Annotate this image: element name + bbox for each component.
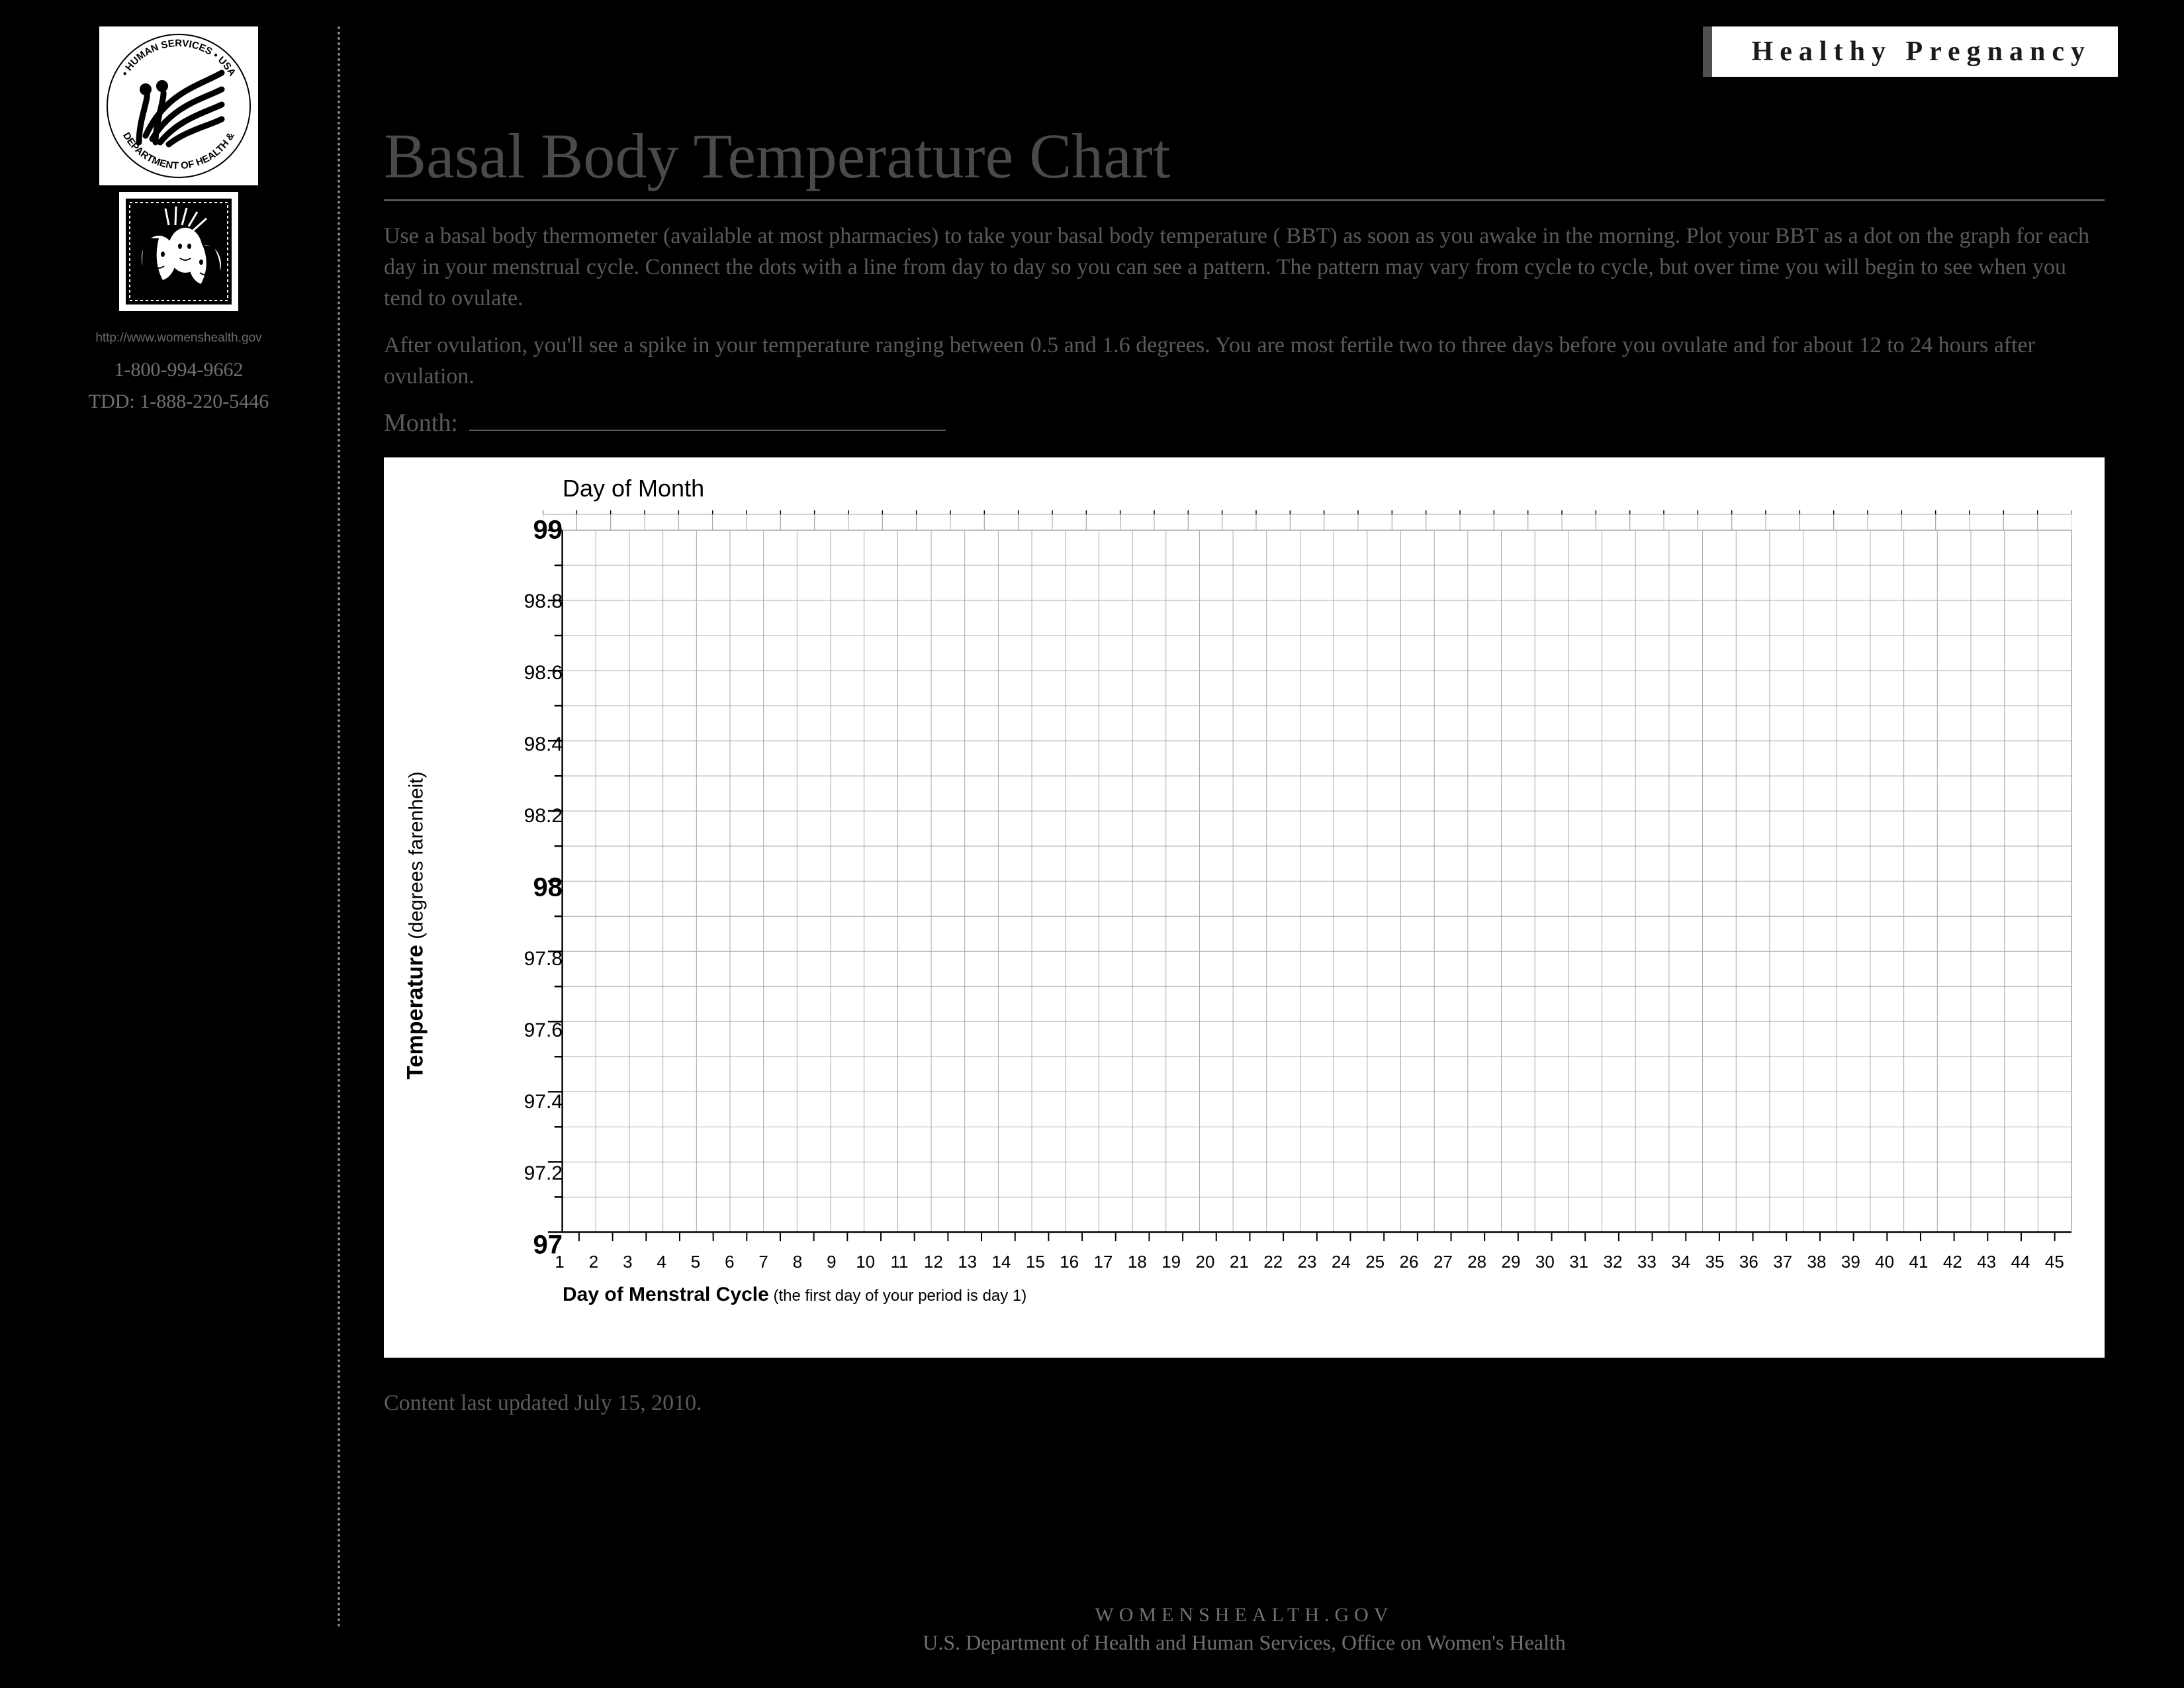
footer: WOMENSHEALTH.GOV U.S. Department of Heal… [384,1604,2105,1655]
x-tick-label: 36 [1739,1252,1758,1272]
x-tick-label: 27 [1433,1252,1453,1272]
womens-health-logo [119,192,238,311]
x-tick-label: 9 [827,1252,836,1272]
chart-top-axis-label: Day of Month [563,475,704,502]
x-tick-label: 6 [725,1252,734,1272]
x-tick-label: 13 [958,1252,977,1272]
x-tick-label: 41 [1909,1252,1929,1272]
x-tick-label: 14 [992,1252,1011,1272]
x-tick-label: 35 [1706,1252,1725,1272]
y-tick-label: 98.8 [503,590,563,613]
y-tick-label: 97.4 [503,1091,563,1113]
x-tick-label: 30 [1535,1252,1555,1272]
x-tick-label: 26 [1400,1252,1419,1272]
footer-dept: U.S. Department of Health and Human Serv… [384,1630,2105,1655]
x-tick-label: 8 [793,1252,802,1272]
y-tick-label: 98.4 [503,733,563,756]
sidebar-url: http://www.womenshealth.gov [40,331,318,346]
x-tick-label: 16 [1060,1252,1079,1272]
x-tick-label: 22 [1263,1252,1283,1272]
x-tick-label: 43 [1977,1252,1996,1272]
x-tick-label: 19 [1161,1252,1181,1272]
hhs-logo: • HUMAN SERVICES • USA DEPARTMENT OF HEA… [99,26,258,185]
page-title: Basal Body Temperature Chart [384,119,2105,201]
month-label: Month: [384,409,458,437]
header-badge-text: Healthy Pregnancy [1752,36,2091,67]
chart-grid[interactable] [543,530,2071,1245]
y-label-bold: Temperature [403,945,428,1079]
vertical-divider [338,26,340,1628]
x-tick-label: 25 [1365,1252,1385,1272]
last-updated: Content last updated July 15, 2010. [384,1391,2105,1416]
x-tick-label: 12 [924,1252,943,1272]
x-tick-label: 32 [1604,1252,1623,1272]
x-tick-label: 7 [758,1252,768,1272]
y-label-unit: (degrees farenheit) [406,771,428,945]
y-tick-label: 97 [503,1230,563,1260]
footer-site: WOMENSHEALTH.GOV [384,1604,2105,1626]
x-tick-label: 34 [1671,1252,1690,1272]
month-field-row: Month: [384,408,2105,438]
y-tick-label: 98.2 [503,805,563,827]
x-tick-label: 17 [1094,1252,1113,1272]
x-tick-label: 15 [1026,1252,1045,1272]
bbt-chart: Day of Month Temperature (degrees farenh… [384,457,2105,1358]
x-tick-label: 23 [1298,1252,1317,1272]
x-tick-label: 24 [1332,1252,1351,1272]
x-tick-label: 45 [2045,1252,2064,1272]
x-tick-label: 39 [1841,1252,1860,1272]
x-tick-label: 40 [1875,1252,1894,1272]
y-tick-label: 98 [503,872,563,902]
y-tick-label: 97.8 [503,948,563,970]
y-tick-label: 98.6 [503,662,563,684]
x-tick-label: 10 [856,1252,875,1272]
intro-paragraph-2: After ovulation, you'll see a spike in y… [384,330,2105,393]
y-tick-label: 99 [503,515,563,545]
x-tick-label: 20 [1196,1252,1215,1272]
chart-y-axis-label: Temperature (degrees farenheit) [403,771,429,1079]
x-tick-label: 18 [1128,1252,1147,1272]
top-day-of-month-boxes [543,510,2071,530]
x-label-bold: Day of Menstral Cycle [563,1284,769,1305]
x-tick-label: 28 [1467,1252,1486,1272]
page: • HUMAN SERVICES • USA DEPARTMENT OF HEA… [40,26,2144,1662]
x-tick-label: 33 [1637,1252,1657,1272]
sidebar-tdd: TDD: 1-888-220-5446 [40,391,318,413]
x-tick-label: 37 [1773,1252,1792,1272]
x-tick-label: 42 [1943,1252,1962,1272]
x-tick-labels: 1234567891011121314151617181920212223242… [543,1252,2071,1278]
x-tick-label: 29 [1502,1252,1521,1272]
intro-paragraph-1: Use a basal body thermometer (available … [384,221,2105,314]
x-tick-label: 3 [623,1252,632,1272]
y-tick-label: 97.6 [503,1019,563,1042]
chart-y-axis-label-wrap: Temperature (degrees farenheit) [402,457,429,1358]
x-tick-label: 44 [2011,1252,2030,1272]
month-input-line[interactable] [469,430,946,431]
x-tick-label: 5 [691,1252,700,1272]
x-tick-label: 4 [657,1252,666,1272]
x-tick-label: 38 [1807,1252,1827,1272]
x-tick-label: 11 [891,1252,909,1272]
chart-x-axis-label: Day of Menstral Cycle (the first day of … [563,1284,1026,1306]
y-tick-label: 97.2 [503,1162,563,1185]
x-tick-label: 21 [1230,1252,1249,1272]
sidebar: • HUMAN SERVICES • USA DEPARTMENT OF HEA… [40,26,318,413]
x-tick-label: 31 [1569,1252,1588,1272]
x-label-note: (the first day of your period is day 1) [769,1287,1027,1305]
main-content: Basal Body Temperature Chart Use a basal… [384,119,2105,1416]
sidebar-phone: 1-800-994-9662 [40,359,318,381]
header-badge: Healthy Pregnancy [1703,26,2118,77]
x-tick-label: 2 [589,1252,598,1272]
